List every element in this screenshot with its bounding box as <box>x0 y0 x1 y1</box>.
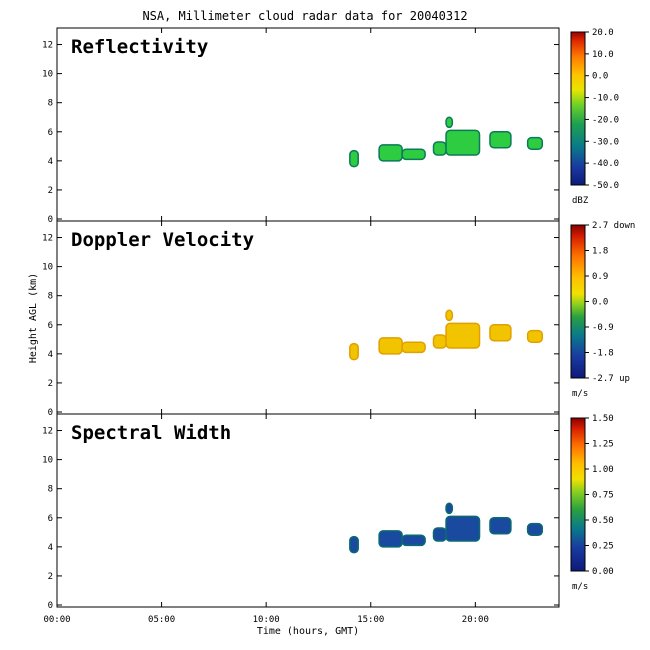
plot-frame <box>56 27 560 222</box>
cloud-cell <box>526 136 544 150</box>
y-tick-label: 10 <box>42 456 53 466</box>
colorbar-tick-label: 10.0 <box>592 50 614 60</box>
colorbar-tick-label: 0.0 <box>592 72 608 82</box>
y-tick-label: 8 <box>48 292 53 302</box>
colorbar-tick-label: 1.00 <box>592 465 614 475</box>
cloud-cell <box>445 129 481 156</box>
cloud-cell <box>349 535 359 554</box>
colorbar-tick-label: -40.0 <box>592 159 619 169</box>
x-tick-label: 00:00 <box>43 615 70 625</box>
colorbar-tick-label: -1.8 <box>592 349 614 359</box>
cloud-cell <box>432 334 447 349</box>
colorbar-tick-label: 0.0 <box>592 298 608 308</box>
cloud-cell <box>432 527 447 542</box>
cloud-cell <box>445 322 481 349</box>
colorbar-tick-label: -20.0 <box>592 115 619 125</box>
y-tick-label: 6 <box>48 128 53 138</box>
y-tick-label: 0 <box>48 408 53 418</box>
y-tick-label: 2 <box>48 379 53 389</box>
colorbar <box>570 31 586 186</box>
y-tick-label: 6 <box>48 514 53 524</box>
colorbar-tick-label: 2.7 down <box>592 221 635 231</box>
x-tick-label: 15:00 <box>357 615 384 625</box>
y-tick-label: 0 <box>48 601 53 611</box>
colorbar-tick-label: 0.50 <box>592 516 614 526</box>
colorbar <box>570 417 586 572</box>
y-tick-label: 12 <box>42 41 53 51</box>
y-tick-label: 12 <box>42 234 53 244</box>
plot-frame <box>56 413 560 608</box>
y-tick-label: 4 <box>48 157 53 167</box>
cloud-cell <box>489 517 512 535</box>
colorbar <box>570 224 586 379</box>
colorbar-tick-label: 1.50 <box>592 414 614 424</box>
cloud-cell <box>378 144 403 162</box>
cloud-cell <box>378 530 403 548</box>
colorbar-tick-label: 0.75 <box>592 491 614 501</box>
panel-label: Doppler Velocity <box>71 229 254 251</box>
colorbar-unit: m/s <box>572 582 588 592</box>
cloud-cell <box>526 522 544 536</box>
cloud-cell <box>489 324 512 342</box>
cloud-cell <box>349 342 359 361</box>
cloud-cell <box>432 141 447 156</box>
cloud-cell <box>401 341 426 354</box>
panel-spectral-width: Spectral Width 0 2 4 6 8 10 12 1.50 1.25 1.00 0.75 0… <box>42 413 614 611</box>
panel-reflectivity: Reflectivity 0 2 4 6 8 10 12 20.0 10.0 0.0 -10.0 -20… <box>42 27 619 225</box>
y-tick-label: 10 <box>42 263 53 273</box>
panels-group: Reflectivity02468101220.010.00.0-10.0-20… <box>42 27 635 625</box>
colorbar-tick-label: -2.7 up <box>592 374 630 384</box>
y-tick-label: 2 <box>48 572 53 582</box>
y-axis-label: Height AGL (km) <box>28 273 39 363</box>
x-tick-label: 10:00 <box>253 615 280 625</box>
colorbar-unit: dBZ <box>572 196 589 206</box>
cloud-cell <box>349 149 359 168</box>
colorbar-tick-label: -0.9 <box>592 323 614 333</box>
cloud-cell <box>445 116 454 129</box>
colorbar-tick-label: 0.9 <box>592 272 608 282</box>
plot-frame <box>56 220 560 415</box>
cloud-cell <box>401 148 426 161</box>
colorbar-unit: m/s <box>572 389 588 399</box>
cloud-cell <box>445 502 454 515</box>
cloud-cell <box>378 337 403 355</box>
cloud-cell <box>445 309 454 322</box>
y-tick-label: 8 <box>48 485 53 495</box>
y-tick-label: 12 <box>42 427 53 437</box>
colorbar-tick-label: 0.00 <box>592 567 614 577</box>
colorbar-tick-label: -30.0 <box>592 137 619 147</box>
cloud-cell <box>489 131 512 149</box>
colorbar-tick-label: -10.0 <box>592 94 619 104</box>
colorbar-tick-label: -50.0 <box>592 181 619 191</box>
colorbar-tick-label: 1.25 <box>592 440 614 450</box>
x-tick-label: 20:00 <box>462 615 489 625</box>
y-tick-label: 0 <box>48 215 53 225</box>
chart-title: NSA, Millimeter cloud radar data for 200… <box>142 9 467 23</box>
y-tick-label: 2 <box>48 186 53 196</box>
x-tick-label: 05:00 <box>148 615 175 625</box>
colorbar-tick-label: 20.0 <box>592 28 614 38</box>
colorbar-tick-label: 1.8 <box>592 247 608 257</box>
cloud-cell <box>401 534 426 547</box>
panel-doppler-velocity: Doppler Velocity 0 2 4 6 8 10 12 2.7 down 1.8 0.9 0… <box>42 220 635 418</box>
cloud-cell <box>445 515 481 542</box>
colorbar-tick-label: 0.25 <box>592 542 614 552</box>
y-tick-label: 6 <box>48 321 53 331</box>
y-tick-label: 10 <box>42 70 53 80</box>
x-axis-label: Time (hours, GMT) <box>257 626 359 637</box>
y-tick-label: 8 <box>48 99 53 109</box>
y-tick-label: 4 <box>48 543 53 553</box>
y-tick-label: 4 <box>48 350 53 360</box>
cloud-cell <box>526 329 544 343</box>
panel-label: Spectral Width <box>71 422 231 444</box>
panel-label: Reflectivity <box>71 36 208 58</box>
